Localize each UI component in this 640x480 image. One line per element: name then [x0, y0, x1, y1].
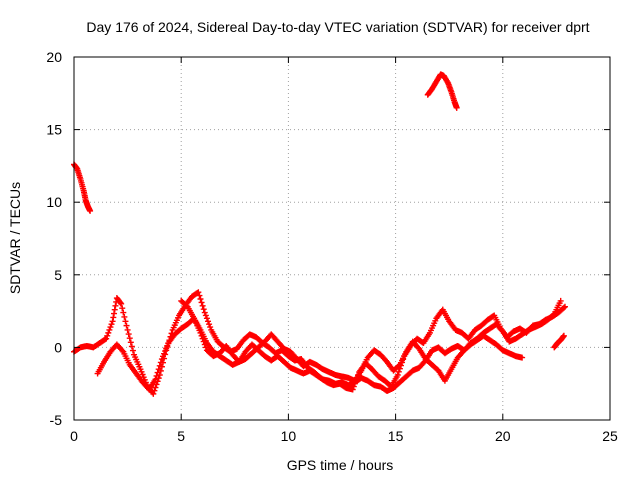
data-point	[201, 309, 208, 316]
data-point	[394, 371, 401, 378]
data-point	[129, 347, 136, 354]
y-axis-label: SDTVAR / TECUs	[7, 182, 23, 294]
y-tick-label: -5	[50, 412, 63, 428]
data-point	[111, 310, 118, 317]
data-point	[110, 314, 117, 321]
data-point	[198, 299, 205, 306]
data-point	[152, 376, 159, 383]
y-tick-label: 5	[54, 267, 62, 283]
data-point	[519, 354, 526, 361]
data-point	[125, 331, 132, 338]
data-point	[119, 347, 126, 354]
data-point	[155, 366, 162, 373]
x-tick-label: 5	[177, 428, 185, 444]
series-segment-afternoon	[424, 71, 460, 111]
axis-ticks: 0 5 10 15 20 25 -5 0 5 10 15 20	[46, 49, 618, 444]
y-tick-label: 20	[46, 49, 62, 65]
data-point	[117, 299, 124, 306]
data-point	[104, 332, 111, 339]
data-point	[207, 324, 214, 331]
x-tick-label: 0	[70, 428, 78, 444]
data-point	[151, 387, 158, 394]
data-point	[119, 305, 126, 312]
series-segment-late	[551, 332, 567, 351]
data-point	[195, 289, 202, 296]
data-point	[202, 344, 209, 351]
data-point	[120, 309, 127, 316]
y-tick-label: 0	[54, 339, 62, 355]
data-point	[199, 335, 206, 342]
grid-lines	[74, 57, 610, 420]
data-point	[205, 318, 211, 325]
data-point	[561, 303, 568, 310]
plot-frame	[73, 56, 611, 421]
data-point	[126, 335, 133, 342]
data-point	[157, 359, 164, 366]
y-tick-label: 15	[46, 122, 62, 138]
data-point	[197, 296, 204, 302]
data-point	[109, 318, 116, 325]
data-point	[550, 311, 557, 318]
data-point	[203, 315, 210, 322]
data-point	[121, 313, 128, 320]
data-point	[112, 302, 119, 309]
data-point	[106, 326, 113, 333]
x-axis-label: GPS time / hours	[287, 457, 394, 473]
data-point	[395, 362, 402, 369]
data-point	[156, 362, 163, 369]
data-point	[118, 300, 125, 307]
series-track-c	[178, 297, 564, 384]
data-point	[154, 369, 161, 376]
data-point	[201, 341, 208, 348]
data-point	[87, 207, 94, 214]
data-point	[557, 297, 564, 304]
data-point	[103, 335, 110, 342]
data-point	[105, 329, 112, 336]
data-point	[122, 318, 129, 325]
data-point	[128, 343, 135, 350]
data-point	[197, 329, 204, 336]
data-point	[202, 312, 209, 319]
data-point	[200, 338, 207, 345]
data-point	[560, 304, 567, 311]
data-point	[111, 306, 118, 313]
data-point	[196, 292, 203, 299]
data-point	[199, 302, 206, 309]
data-point	[108, 321, 115, 328]
data-point	[150, 390, 157, 397]
data-point	[560, 332, 567, 339]
x-tick-label: 10	[281, 428, 297, 444]
data-points	[71, 71, 568, 397]
x-tick-label: 20	[495, 428, 511, 444]
y-tick-label: 10	[46, 194, 62, 210]
data-point	[123, 322, 130, 329]
data-point	[395, 368, 402, 375]
data-point	[349, 386, 356, 393]
chart-title: Day 176 of 2024, Sidereal Day-to-day VTE…	[86, 19, 589, 35]
data-point	[453, 104, 460, 111]
data-point	[153, 372, 160, 379]
series-segment-early	[71, 161, 94, 214]
data-point	[200, 306, 207, 313]
data-point	[206, 321, 213, 328]
data-point	[102, 336, 109, 343]
x-tick-label: 15	[388, 428, 404, 444]
data-point	[198, 332, 205, 339]
data-point	[107, 324, 114, 331]
data-point	[124, 326, 131, 333]
x-tick-label: 25	[602, 428, 618, 444]
data-point	[152, 384, 159, 391]
data-point	[127, 339, 134, 346]
